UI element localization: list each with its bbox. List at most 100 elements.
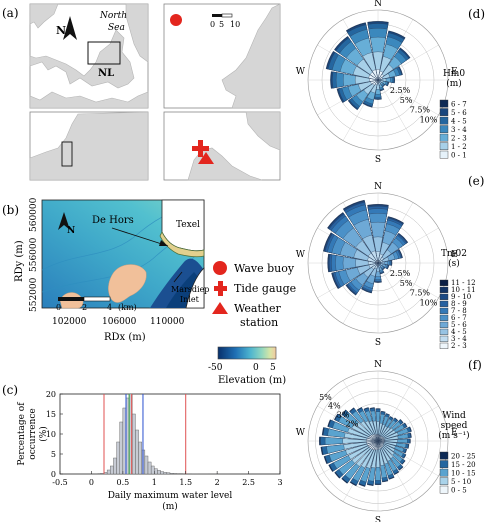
ring-label: 5% (400, 96, 413, 105)
histogram-bar (169, 473, 174, 475)
panel-c: (c) -0.5 0 0.5 1 1.5 2 2.5 305101520Percentage … (2, 383, 283, 512)
texel-island (221, 3, 281, 109)
rose-sector-segment (377, 440, 384, 448)
direction-label: E (451, 67, 458, 77)
histogram-bar (157, 470, 161, 475)
rose-sector-segment (375, 440, 381, 468)
rose-sector-segment (370, 79, 379, 85)
histogram-bar (144, 455, 149, 475)
elevation-colorbar: -50 0 5 Elevation (m) (208, 346, 286, 386)
x-axis-title: Daily maximum water level (108, 491, 233, 501)
rose-sector-segment (376, 421, 380, 442)
rose-sector-segment (371, 262, 379, 270)
ring-label: 4% (328, 402, 341, 411)
legend-swatch (439, 342, 449, 350)
north-arrow-label: N (56, 24, 66, 37)
legend-label: 3 - 4 (451, 126, 467, 134)
legend-title: speed (441, 421, 468, 431)
legend-swatch (439, 328, 449, 336)
rose-sector-segment (370, 250, 379, 264)
scale-tick-2: 2 (82, 303, 87, 312)
rose-sector-segment (367, 256, 379, 264)
legend-label: 5 - 10 (451, 478, 471, 486)
inlet-label-line1: Marsdiep (171, 285, 209, 294)
histogram-bar (119, 421, 124, 475)
rose-sector-segment (377, 439, 385, 442)
legend-label: 11 - 12 (451, 279, 476, 287)
north-arrow-icon: N (56, 16, 77, 40)
legend-swatch (439, 286, 449, 294)
scale-tick-0: 0 (56, 303, 61, 312)
rose-sector-segment (372, 440, 379, 451)
legend-label: 0 - 1 (451, 152, 467, 160)
rose-sector-segment (377, 78, 387, 82)
mainland-edge (185, 267, 205, 309)
map-nl-coast (29, 111, 149, 181)
x-tick-label: 2.5 (242, 478, 255, 487)
rose-sector-segment (375, 69, 381, 81)
y-axis-title: Percentage of (17, 402, 27, 466)
land-mass (29, 3, 149, 109)
rose-sector-segment (377, 440, 382, 449)
x-axis: 102000 106000 110000 RDx (m) (52, 317, 185, 343)
ring-label: 2.5% (390, 269, 411, 278)
texel-label: Texel (176, 220, 200, 230)
legend-swatch (439, 133, 449, 142)
x-tick-label: 1.5 (179, 478, 192, 487)
y-tick-label: 560000 (29, 197, 39, 232)
panel-a: (a) N North Sea NL (2, 3, 281, 181)
direction-label: E (451, 428, 458, 438)
direction-label: N (374, 360, 382, 370)
x-axis-title: RDx (m) (104, 332, 146, 343)
direction-label: S (375, 516, 381, 522)
panel-label-e: (e) (468, 174, 484, 188)
panel-label-d: (d) (468, 7, 485, 21)
inset-box-nl (87, 41, 121, 65)
legend-label: 5 - 6 (451, 321, 467, 329)
x-tick-label: 3 (277, 478, 282, 487)
rose-sector-segment (372, 69, 379, 81)
legend-label: station (240, 316, 278, 329)
rose-sector-segment (377, 437, 385, 442)
rose-spoke (377, 262, 414, 324)
y-tick-label: 556000 (29, 237, 39, 272)
wave-buoy-marker (170, 14, 182, 26)
rose-sector-segment (368, 74, 379, 81)
rose-sector-segment (354, 75, 379, 85)
legend-label: Wave buoy (234, 262, 295, 275)
inset-box-texel (61, 141, 73, 167)
direction-label: S (375, 155, 381, 165)
rose-sector-segment (374, 434, 379, 442)
rose-sector-segment (368, 262, 379, 269)
ring-label: 2.5% (390, 86, 411, 95)
legend-label: 0 - 5 (451, 487, 467, 495)
rose-sector-segment (377, 437, 385, 442)
histogram-bar (135, 429, 139, 475)
map-north-sea: N North Sea NL (29, 3, 149, 109)
legend-title: Tm02 (441, 249, 467, 259)
legend-swatch (439, 142, 449, 151)
rose-sector-segment (373, 434, 379, 442)
legend-swatch (439, 125, 449, 134)
panel-label-c: (c) (2, 383, 18, 397)
histogram-bar (116, 441, 120, 475)
colorbar-tick: 5 (270, 363, 276, 373)
legend-label: 4 - 5 (451, 118, 467, 126)
shoal-east (108, 264, 147, 303)
rose-sector-segment (376, 79, 380, 90)
ring-label: 7.5% (410, 106, 431, 115)
legend-swatch (439, 300, 449, 308)
rose-sector-segment (367, 261, 379, 265)
panel-b: (b) (2, 197, 296, 386)
legend-triangle-icon (212, 302, 228, 314)
rose-sector-segment (372, 51, 384, 81)
rose-sector-segment (373, 236, 383, 264)
scale-tick-10: 10 (230, 20, 240, 29)
legend-swatch (439, 477, 449, 486)
de-hors-label: De Hors (92, 215, 134, 226)
legend-swatch (439, 279, 449, 287)
scale-bar: 0 5 10 (210, 13, 240, 29)
y-tick-label: 0 (51, 470, 56, 479)
